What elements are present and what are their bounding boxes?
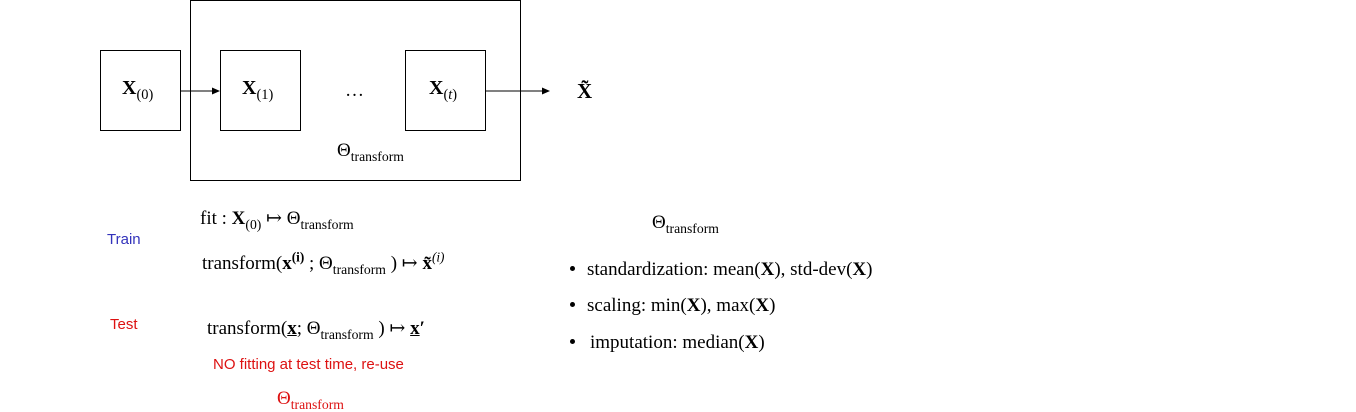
test-transform-expression: transform(x; Θtransform ) ↦ x′ — [207, 318, 425, 342]
bullet-icon — [570, 266, 575, 272]
test-note-theta: Θtransform — [277, 388, 344, 412]
params-item-imputation: imputation: median(X) — [570, 332, 765, 354]
stept-box: X(t) — [405, 50, 486, 131]
params-item-standardization: standardization: mean(X), std-dev(X) — [570, 259, 872, 281]
bullet-icon — [570, 302, 575, 308]
transform-container — [190, 0, 521, 181]
pipeline-arrows — [181, 87, 550, 95]
container-theta: Θtransform — [337, 140, 404, 164]
step1-label: X(1) — [242, 77, 274, 104]
test-label: Test — [110, 316, 138, 333]
output-symbol: X̃ — [577, 79, 593, 103]
bullet-icon — [570, 339, 575, 345]
ellipsis: … — [345, 80, 364, 101]
test-note: NO fitting at test time, re-use — [213, 356, 404, 373]
input-box: X(0) — [100, 50, 181, 131]
params-item-scaling: scaling: min(X), max(X) — [570, 295, 775, 317]
train-transform-expression: transform(x(i) ; Θtransform ) ↦ x̃(i) — [202, 249, 445, 277]
input-label: X(0) — [122, 77, 154, 104]
stept-label: X(t) — [429, 77, 458, 104]
params-heading: Θtransform — [652, 212, 719, 236]
train-label: Train — [107, 231, 141, 248]
step1-box: X(1) — [220, 50, 301, 131]
fit-expression: fit : X(0) ↦ Θtransform — [200, 208, 354, 232]
